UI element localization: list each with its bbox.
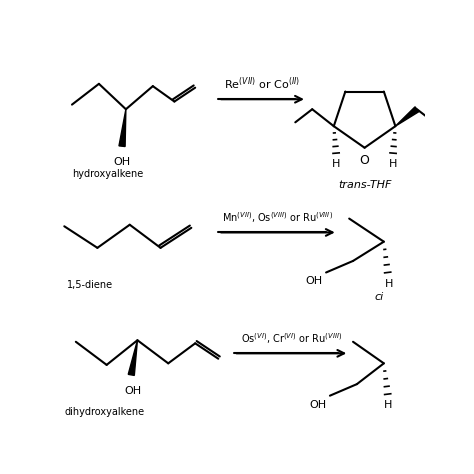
Text: OH: OH bbox=[113, 157, 131, 167]
Polygon shape bbox=[395, 107, 419, 126]
Text: hydroxyalkene: hydroxyalkene bbox=[72, 169, 143, 179]
Text: Re$^{(VII)}$ or Co$^{(II)}$: Re$^{(VII)}$ or Co$^{(II)}$ bbox=[224, 75, 300, 91]
Text: OH: OH bbox=[309, 400, 326, 410]
Text: H: H bbox=[332, 159, 340, 169]
Polygon shape bbox=[119, 109, 126, 146]
Text: Os$^{(VI)}$, Cr$^{(VI)}$ or Ru$^{(VIII)}$: Os$^{(VI)}$, Cr$^{(VI)}$ or Ru$^{(VIII)}… bbox=[241, 331, 342, 346]
Text: ci: ci bbox=[374, 292, 384, 302]
Text: dihydroxyalkene: dihydroxyalkene bbox=[64, 407, 145, 417]
Text: O: O bbox=[360, 154, 370, 167]
Text: H: H bbox=[385, 279, 393, 289]
Text: OH: OH bbox=[124, 386, 141, 396]
Text: trans-THF: trans-THF bbox=[338, 180, 391, 190]
Polygon shape bbox=[128, 340, 137, 375]
Text: H: H bbox=[389, 159, 397, 169]
Text: OH: OH bbox=[305, 276, 322, 286]
Text: H: H bbox=[383, 401, 392, 410]
Text: 1,5-diene: 1,5-diene bbox=[66, 280, 113, 290]
Text: Mn$^{(VII)}$, Os$^{(VIII)}$ or Ru$^{(VIII)}$: Mn$^{(VII)}$, Os$^{(VIII)}$ or Ru$^{(VII… bbox=[222, 210, 333, 225]
